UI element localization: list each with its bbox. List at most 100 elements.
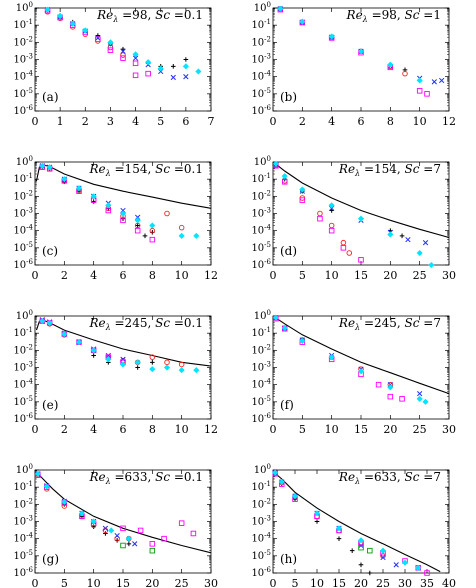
y-tick-label: 10-1 [251,172,271,185]
panel-title: Reλ =245, Sc =7 [338,316,441,332]
data-point-green [367,547,373,554]
x-tick-label: 6 [120,269,127,282]
plot-frame [272,161,450,266]
x-tick-label: 25 [175,577,189,588]
x-tick-label: 3 [107,115,114,128]
data-point-cyan [46,319,53,326]
x-tick-label: 7 [208,115,215,128]
data-point-red [340,239,347,246]
panel-title: Reλ =98, Sc =1 [346,8,441,24]
y-tick-label: 100 [16,463,33,476]
data-point-magenta [375,381,382,388]
data-point-magenta [132,60,139,67]
data-point-cyan [119,210,127,217]
data-point-cyan [313,510,321,517]
x-tick-label: 0 [270,115,277,128]
data-point-cyan [272,314,280,321]
data-point-blue [380,554,386,561]
data-point-magenta [134,227,141,234]
y-tick-label: 100 [254,309,271,322]
x-tick-label: 0 [270,269,277,282]
data-point-blue [439,77,445,84]
data-point-cyan [90,193,97,200]
reference-curve [273,472,441,573]
x-tick-label: 20 [354,577,368,588]
data-point-cyan [428,261,435,269]
data-point-cyan [281,172,288,180]
y-tick-label: 10-2 [251,35,271,48]
panel-label: (e) [42,398,58,412]
x-tick-label: 0 [32,423,39,436]
data-point-magenta [107,47,114,53]
data-point-cyan [401,559,409,566]
y-tick-label: 10-2 [13,497,33,510]
data-point-cyan [132,51,139,58]
x-tick-label: 0 [270,577,277,588]
data-point-magenta [120,217,126,224]
panel-title: Reλ =154, Sc =7 [338,162,441,178]
x-tick-label: 8 [149,423,156,436]
data-point-cyan [46,164,53,171]
y-tick-label: 10-5 [13,549,33,562]
x-tick-label: 5 [61,577,68,588]
y-tick-label: 10-2 [251,497,271,510]
data-point-blue [132,55,139,61]
y-tick-label: 10-1 [251,18,271,31]
data-point-red [317,210,323,217]
data-point-cyan [157,65,164,72]
x-tick-label: 8 [149,269,156,282]
data-point-cyan [75,184,83,192]
data-point-magenta [424,91,430,97]
data-point-magenta [328,227,335,234]
data-point-cyan [299,18,306,25]
data-point-magenta [178,520,185,526]
data-point-magenta [120,525,126,532]
data-point-cyan [357,368,365,375]
data-point-cyan [387,61,394,68]
y-tick-label: 10-4 [13,224,33,237]
data-point-red [164,359,170,366]
data-point-cyan [335,525,343,532]
y-tick-label: 10-5 [251,395,271,408]
data-point-cyan [149,366,156,373]
x-tick-label: 5 [157,115,164,128]
x-tick-label: 2 [61,269,68,282]
data-point-blue [393,562,399,568]
x-tick-label: 10 [413,115,427,128]
data-point-cyan [357,215,365,222]
x-tick-label: 35 [420,577,434,588]
data-point-black [91,353,96,358]
data-point-cyan [379,547,387,554]
y-tick-label: 10-3 [251,207,271,220]
data-point-cyan [357,48,365,55]
data-point-blue [422,240,429,246]
data-point-red [114,535,120,542]
y-tick-label: 10-4 [251,70,271,83]
y-tick-label: 10-1 [13,172,33,185]
data-point-green [358,544,364,551]
data-point-cyan [61,330,68,338]
panel-title: Reλ =633, Sc =7 [338,470,441,486]
panel-label: (h) [280,552,297,566]
x-tick-label: 6 [120,423,127,436]
panel-label: (d) [280,244,297,258]
data-point-cyan [387,384,394,391]
data-point-magenta [120,55,126,61]
data-point-magenta [161,535,167,542]
x-tick-label: 12 [442,115,456,128]
data-point-cyan [44,6,51,13]
data-point-cyan [69,20,76,27]
x-tick-label: 0 [32,269,39,282]
data-point-cyan [328,354,335,361]
data-point-cyan [357,537,365,544]
data-point-magenta [340,245,347,251]
x-tick-label: 4 [90,423,97,436]
data-point-cyan [144,59,152,66]
data-point-red [178,361,185,368]
data-point-cyan [134,217,141,224]
